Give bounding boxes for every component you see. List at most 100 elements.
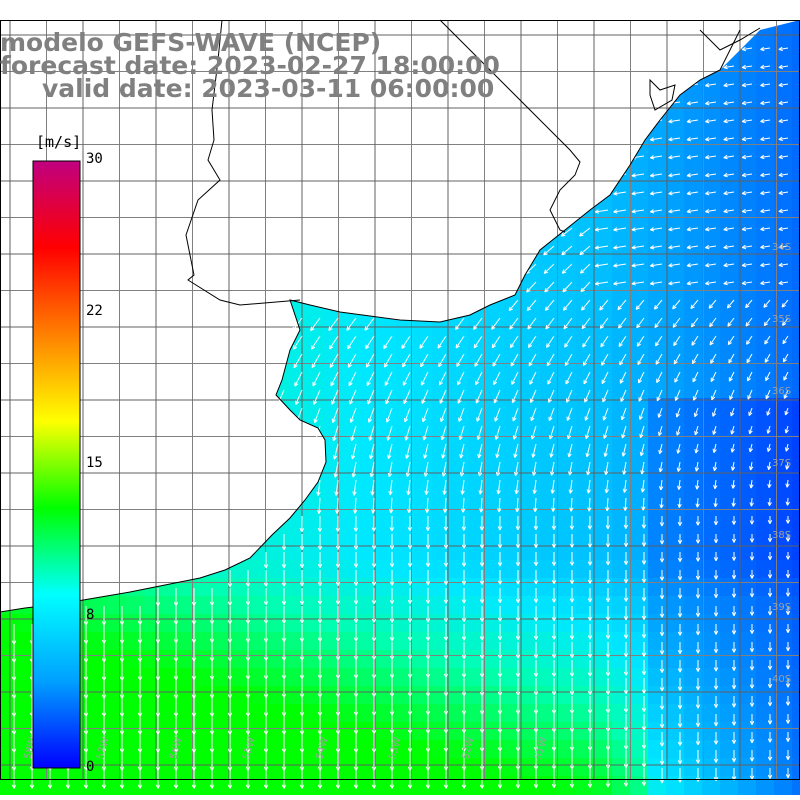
wind-arrow: [365, 353, 375, 368]
wind-arrow: [473, 317, 483, 330]
wind-arrow: [566, 407, 573, 421]
wind-arrow: [497, 534, 503, 549]
wind-arrow: [461, 497, 466, 513]
wind-arrow: [479, 570, 485, 585]
wind-arrow: [695, 714, 701, 727]
wind-arrow: [677, 642, 683, 654]
wind-arrow: [29, 768, 35, 789]
wind-arrow: [263, 570, 269, 587]
wind-arrow: [655, 335, 663, 347]
wind-arrow: [579, 245, 591, 256]
wind-arrow: [317, 606, 323, 624]
wind-arrow: [347, 335, 357, 350]
wind-arrow: [461, 606, 467, 623]
wind-arrow: [334, 479, 339, 496]
wind-arrow: [677, 479, 682, 490]
wind-arrow: [767, 588, 773, 597]
wind-arrow: [530, 407, 537, 422]
wind-arrow: [551, 497, 556, 512]
wind-arrow: [83, 768, 89, 789]
wind-arrow: [673, 335, 681, 347]
wind-arrow: [11, 768, 17, 789]
wind-arrow: [389, 588, 395, 605]
wind-arrow: [497, 497, 502, 513]
wind-arrow: [512, 425, 519, 440]
wind-arrow: [691, 353, 699, 365]
wind-arrow: [659, 570, 665, 581]
wind-arrow: [389, 606, 395, 623]
wind-arrow: [371, 606, 377, 623]
wind-arrow: [695, 660, 701, 672]
wind-arrow: [515, 714, 521, 733]
wind-arrow: [263, 588, 269, 606]
wind-arrow: [605, 714, 611, 732]
wind-arrow: [425, 570, 431, 586]
wind-arrow: [723, 208, 735, 214]
wind-arrow: [602, 407, 609, 421]
wind-arrow: [748, 443, 753, 453]
wind-arrow: [314, 425, 321, 442]
wind-arrow: [101, 768, 107, 789]
wind-arrow: [155, 768, 161, 789]
wind-arrow: [741, 262, 753, 268]
wind-arrow: [351, 461, 357, 478]
wind-arrow: [47, 768, 53, 789]
wind-arrow: [712, 425, 717, 435]
wind-arrow: [617, 299, 627, 311]
wind-arrow: [659, 696, 665, 710]
wind-arrow: [760, 46, 771, 52]
wind-arrow: [227, 606, 233, 625]
wind-arrow: [675, 407, 681, 418]
wind-arrow: [476, 425, 483, 440]
wind-arrow: [545, 317, 555, 330]
wind-arrow: [442, 479, 447, 495]
wind-arrow: [723, 64, 735, 70]
wind-arrow: [783, 389, 789, 399]
wind-arrow: [443, 497, 448, 513]
wind-arrow: [407, 768, 413, 789]
wind-arrow: [548, 425, 555, 440]
wind-arrow: [705, 136, 717, 142]
wind-arrow: [601, 371, 609, 385]
wind-arrow: [594, 245, 609, 250]
wind-arrow: [727, 317, 735, 327]
wind-arrow: [569, 696, 575, 714]
wind-arrow: [785, 461, 790, 470]
wind-arrow: [245, 606, 251, 624]
wind-arrow: [603, 425, 609, 439]
wind-arrow: [705, 118, 717, 124]
lat-label: 36S: [772, 386, 791, 397]
wind-arrow: [741, 154, 753, 160]
wind-arrow: [749, 768, 755, 780]
wind-arrow: [686, 137, 699, 142]
wind-arrow: [728, 371, 735, 382]
wind-arrow: [623, 714, 629, 732]
wind-arrow: [713, 696, 719, 708]
wind-arrow: [741, 208, 753, 214]
wind-arrow: [784, 425, 789, 434]
wind-arrow: [586, 479, 591, 494]
wind-arrow: [313, 407, 321, 424]
wind-arrow: [317, 552, 323, 568]
wind-arrow: [569, 606, 575, 622]
wind-arrow: [778, 172, 789, 178]
wind-arrow: [385, 407, 393, 423]
wind-arrow: [745, 317, 753, 327]
wind-arrow: [281, 606, 287, 624]
wind-arrow: [760, 64, 771, 70]
wind-arrow: [705, 100, 717, 106]
wind-arrow: [479, 624, 485, 641]
wind-arrow: [352, 497, 358, 514]
wind-arrow: [512, 407, 519, 422]
wind-arrow: [749, 714, 755, 725]
wind-arrow: [690, 299, 699, 310]
wind-arrow: [527, 335, 537, 348]
wind-arrow: [686, 191, 699, 196]
wind-arrow: [767, 768, 773, 779]
wind-arrow: [455, 335, 465, 349]
wind-arrow: [767, 570, 773, 579]
wind-arrow: [605, 606, 611, 621]
wind-arrow: [641, 750, 647, 768]
wind-arrow: [723, 118, 735, 124]
wind-arrow: [767, 714, 773, 725]
